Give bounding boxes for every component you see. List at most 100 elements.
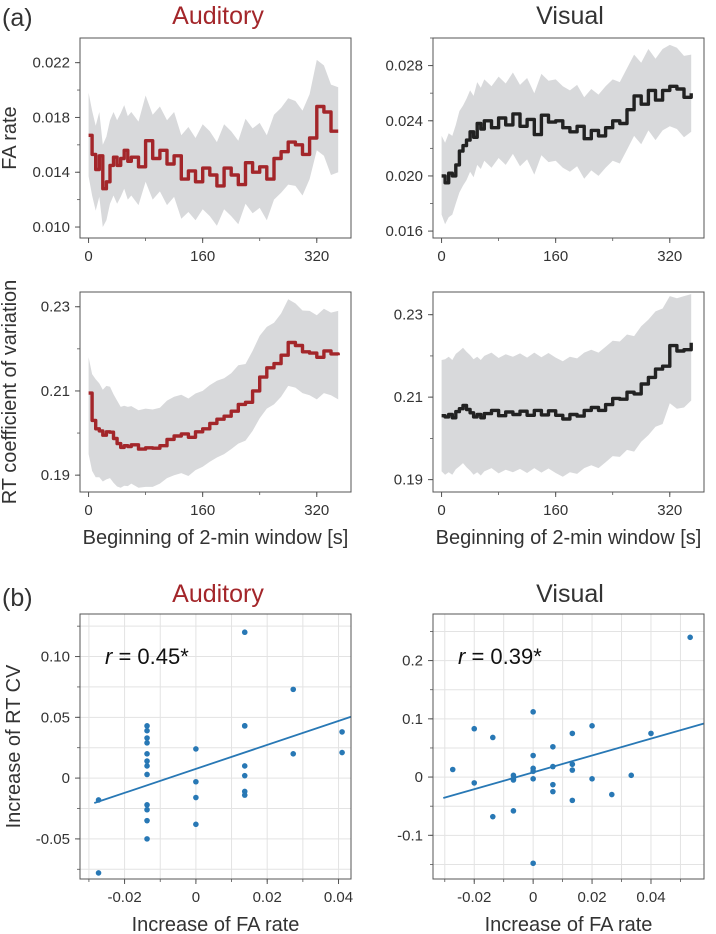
data-point (569, 797, 576, 804)
correlation-annotation: r = 0.45* (105, 644, 189, 669)
panel-b-label: (b) (2, 584, 33, 612)
data-point (489, 813, 496, 820)
y-tick-label: 0.024 (385, 113, 423, 130)
x-tick-label: 0 (192, 889, 200, 906)
data-point (569, 761, 576, 768)
data-point (144, 723, 150, 729)
plot-frame (79, 37, 352, 239)
data-point (144, 763, 150, 769)
y-tick-label: 0.018 (32, 109, 70, 126)
chart-scatter-auditory: r = 0.45* -0.05 0 0.05 0.10 -0.02 0 0.02 0.04 Inc… (3, 613, 353, 934)
plot-frame (79, 291, 352, 493)
chart-cv-auditory: 0.19 0.21 0.23 0 160 320 RT coefficient of var… (0, 280, 352, 549)
data-point (550, 763, 556, 770)
data-point (144, 740, 150, 746)
auditory-title-b: Auditory (172, 580, 264, 608)
data-point (569, 767, 576, 773)
x-tick-label: 0 (437, 502, 445, 519)
data-point (339, 749, 345, 756)
plot-frame (432, 291, 705, 493)
plot-frame (79, 613, 352, 880)
x-tick-label: 320 (657, 248, 682, 265)
data-point (241, 792, 248, 798)
y-tick-label: 0.020 (385, 168, 423, 185)
data-point (550, 743, 556, 750)
data-point (550, 781, 556, 788)
x-axis-title: Increase of FA rate (132, 914, 300, 934)
data-point (510, 808, 517, 814)
error-band (88, 59, 339, 228)
y-tick-label: 0.05 (41, 709, 70, 726)
x-tick-label: 0 (84, 502, 92, 519)
data-point (144, 735, 150, 741)
data-point (144, 817, 150, 824)
x-tick-label: 160 (190, 502, 215, 519)
x-tick-label: 0.02 (253, 889, 282, 906)
series-line (441, 84, 693, 185)
data-point (95, 797, 102, 803)
data-point (648, 730, 654, 737)
data-point (144, 758, 150, 764)
regression-line (443, 722, 705, 799)
data-point (241, 763, 248, 769)
x-tick-label: 160 (543, 248, 568, 265)
chart-fa-visual: 0.016 0.020 0.024 0.028 0 160 320 (385, 37, 705, 265)
data-point (589, 723, 595, 729)
data-point (144, 750, 150, 757)
y-axis-title: Increase of RT CV (3, 664, 25, 828)
data-point (530, 860, 536, 867)
series-line (88, 104, 339, 191)
correlation-annotation: r = 0.39* (458, 644, 542, 669)
data-point (241, 629, 248, 636)
data-point (290, 686, 297, 693)
x-tick-label: -0.02 (107, 889, 141, 906)
data-point (339, 729, 345, 735)
data-point (95, 870, 102, 876)
series-line (441, 342, 693, 421)
chart-fa-auditory: 0.010 0.014 0.018 0.022 0 160 320 FA rate (0, 37, 352, 265)
y-tick-label: 0 (415, 769, 423, 786)
series-line (88, 340, 340, 451)
x-tick-label: 0.02 (577, 889, 606, 906)
data-point (510, 777, 517, 783)
y-tick-label: 0.028 (385, 58, 423, 75)
data-point (290, 750, 297, 757)
y-tick-label: 0.19 (41, 467, 70, 484)
data-point (471, 725, 478, 732)
data-point (144, 771, 150, 778)
data-point (589, 776, 595, 782)
data-point (489, 734, 496, 741)
data-point (144, 836, 150, 842)
x-tick-label: 320 (304, 502, 329, 519)
panel-a-label: (a) (2, 4, 33, 32)
y-tick-label: 0.23 (394, 307, 423, 324)
chart-cv-visual: 0.19 0.21 0.23 0 160 320 Beginning of 2-min wi… (394, 291, 705, 549)
y-tick-label: 0.19 (394, 472, 423, 489)
data-point (530, 752, 536, 759)
data-point (144, 806, 150, 813)
x-tick-label: -0.02 (457, 889, 491, 906)
auditory-title-a: Auditory (172, 2, 264, 30)
x-tick-label: 160 (190, 248, 215, 265)
error-band (441, 294, 692, 477)
x-tick-label: 0.04 (324, 889, 353, 906)
x-axis-title: Beginning of 2-min window [s] (436, 527, 702, 549)
data-point (241, 723, 248, 729)
data-point (144, 802, 150, 808)
y-tick-label: 0.23 (41, 299, 70, 316)
x-tick-label: 160 (543, 502, 568, 519)
x-tick-label: 0 (437, 248, 445, 265)
x-tick-label: 320 (304, 248, 329, 265)
data-point (550, 788, 556, 795)
data-point (687, 634, 693, 641)
data-point (193, 746, 199, 752)
y-tick-label: 0.1 (402, 711, 423, 728)
data-point (530, 776, 536, 782)
data-point (193, 821, 199, 828)
y-tick-label: 0.010 (32, 219, 70, 236)
data-point (193, 778, 199, 785)
plot-frame (432, 37, 705, 239)
y-tick-label: 0.016 (385, 223, 423, 240)
x-tick-label: 0 (529, 889, 537, 906)
